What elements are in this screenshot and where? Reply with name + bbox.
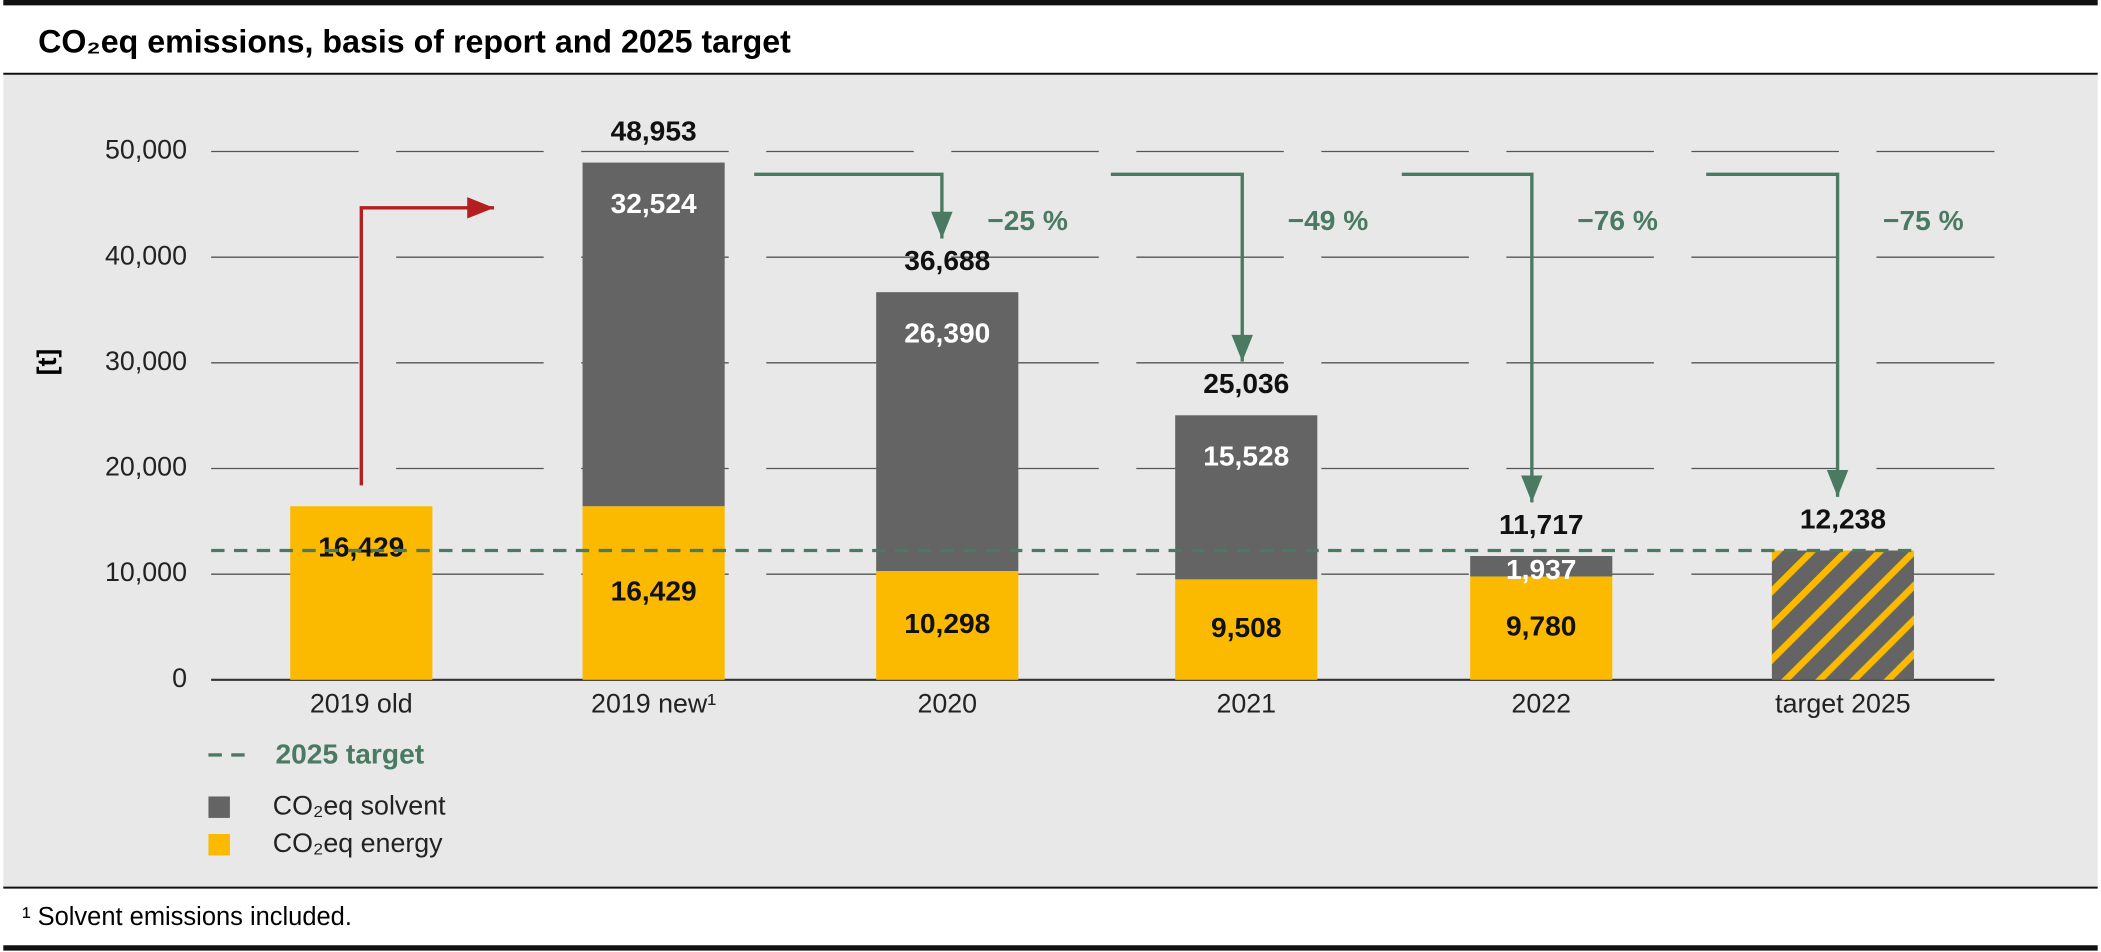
bar-segment: [876, 292, 1019, 572]
change-label: −75 %: [1883, 205, 1964, 236]
change-arrow: [1706, 172, 1840, 497]
change-arrow: [1401, 172, 1534, 503]
footnote: ¹ Solvent emissions included.: [22, 903, 352, 931]
change-label: −25 %: [987, 205, 1068, 236]
bar-segment: [290, 506, 433, 680]
segment-label: 26,390: [904, 318, 990, 349]
bar-segment: [582, 162, 725, 507]
change-arrow-head: [931, 211, 953, 239]
x-tick-label: 2022: [1511, 688, 1571, 718]
change-label: −49 %: [1288, 205, 1369, 236]
segment-label: 16,429: [611, 575, 697, 606]
total-label: 12,238: [1800, 503, 1886, 534]
y-tick-label: 10,000: [105, 557, 187, 587]
legend-swatch: [208, 796, 230, 818]
y-tick-label: 30,000: [105, 346, 187, 376]
y-tick-label: 50,000: [105, 135, 187, 165]
bar-segment: [1175, 579, 1318, 680]
segment-label: 16,429: [318, 532, 404, 563]
bar-segment: [1470, 576, 1613, 680]
x-tick-label: 2020: [917, 688, 977, 718]
plot-panel: [3, 73, 2098, 888]
segment-label: 9,780: [1506, 611, 1576, 642]
change-arrow-head: [1521, 475, 1543, 503]
x-tick-label: target 2025: [1775, 688, 1911, 718]
total-label: 48,953: [611, 116, 697, 147]
change-arrow-head: [1231, 334, 1253, 362]
bar-segment: [1470, 556, 1613, 577]
y-tick-label: 0: [172, 663, 187, 693]
legend-label: CO₂eq energy: [273, 828, 443, 858]
segment-label: 15,528: [1203, 441, 1289, 472]
total-label: 25,036: [1203, 368, 1289, 399]
change-arrow-head: [1826, 470, 1849, 497]
bar-segment: [582, 506, 725, 680]
total-label: 11,717: [1499, 509, 1584, 540]
chart-title: CO₂eq emissions, basis of report and 202…: [38, 24, 791, 60]
restatement-arrow: [359, 206, 495, 486]
legend-label: CO₂eq solvent: [273, 790, 446, 820]
total-label: 36,688: [904, 245, 990, 276]
segment-label: 1,937: [1506, 554, 1576, 585]
x-tick-label: 2019 old: [310, 688, 413, 718]
x-tick-label: 2021: [1216, 688, 1276, 718]
bar-segment: [876, 571, 1019, 680]
restatement-arrow-head: [467, 197, 495, 219]
y-tick-label: 40,000: [105, 240, 187, 270]
segment-label: 32,524: [611, 188, 697, 219]
legend-swatch: [208, 834, 230, 856]
bar-segment: [1771, 550, 1915, 680]
change-label: −76 %: [1577, 205, 1658, 236]
x-tick-label: 2019 new¹: [591, 688, 716, 718]
y-axis-label: [t]: [32, 349, 62, 376]
legend-target-label: 2025 target: [275, 739, 424, 770]
change-arrow: [1110, 172, 1244, 362]
y-tick-label: 20,000: [105, 452, 187, 482]
segment-label: 9,508: [1211, 612, 1281, 643]
segment-label: 10,298: [904, 608, 990, 639]
